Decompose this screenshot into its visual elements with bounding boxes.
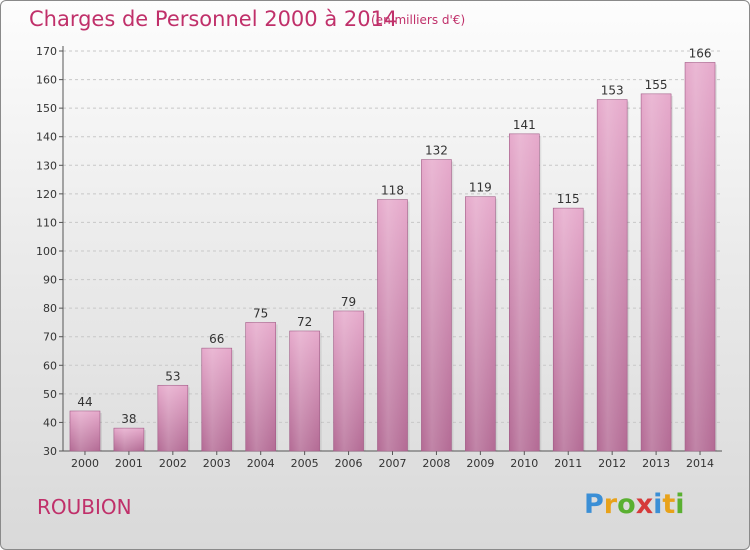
bar-highlight	[333, 311, 364, 451]
y-tick-label: 100	[36, 245, 57, 258]
value-labels: 44 38 53 66 75 72 79 118 132 119 141 115 153 155 166	[77, 46, 711, 426]
x-tick-label: 2007	[379, 457, 407, 470]
x-tick-label: 2000	[71, 457, 99, 470]
logo-letter: t	[662, 489, 676, 520]
y-tick-label: 30	[43, 445, 57, 458]
bar-highlight	[113, 428, 144, 451]
x-tick-label: 2006	[335, 457, 363, 470]
y-tick-label: 170	[36, 45, 57, 58]
bar-highlight	[685, 62, 716, 452]
x-tick-label: 2002	[159, 457, 187, 470]
data-label: 66	[209, 332, 224, 346]
data-label: 118	[381, 184, 404, 198]
y-tick-label: 90	[43, 274, 57, 287]
logo-letter: i	[675, 489, 685, 520]
bar-highlight	[377, 199, 408, 451]
data-label: 132	[425, 144, 448, 158]
data-label: 44	[77, 395, 92, 409]
data-label: 155	[645, 78, 668, 92]
bar-highlight	[157, 385, 188, 451]
x-tick-label: 2013	[642, 457, 670, 470]
data-label: 38	[121, 412, 136, 426]
y-tick-label: 120	[36, 188, 57, 201]
y-tick-label: 150	[36, 102, 57, 115]
x-tick-label: 2008	[422, 457, 450, 470]
y-tick-label: 110	[36, 216, 57, 229]
axes: 30 40 50 60 70 80 90 100 110 120 130 140 150 160 170 20…	[36, 45, 722, 470]
bars	[69, 62, 718, 452]
data-label: 153	[601, 84, 624, 98]
y-tick-label: 130	[36, 159, 57, 172]
x-tick-label: 2001	[115, 457, 143, 470]
x-tick-label: 2003	[203, 457, 231, 470]
x-tick-label: 2014	[686, 457, 714, 470]
data-label: 141	[513, 118, 536, 132]
data-label: 119	[469, 181, 492, 195]
bar-highlight	[509, 133, 540, 451]
y-tick-label: 140	[36, 131, 57, 144]
y-tick-label: 80	[43, 302, 57, 315]
data-label: 53	[165, 369, 180, 383]
x-tick-label: 2011	[554, 457, 582, 470]
bar-highlight	[597, 99, 628, 452]
logo-letter: x	[635, 489, 654, 520]
x-tick-label: 2005	[291, 457, 319, 470]
logo-letter: o	[617, 489, 636, 520]
y-tick-label: 40	[43, 416, 57, 429]
logo-letter: i	[653, 489, 663, 520]
bar-highlight	[245, 322, 276, 451]
data-label: 166	[689, 46, 712, 60]
y-tick-label: 60	[43, 359, 57, 372]
x-tick-label: 2012	[598, 457, 626, 470]
bar-highlight	[421, 159, 452, 452]
y-tick-label: 70	[43, 331, 57, 344]
commune-name: ROUBION	[37, 495, 132, 519]
logo-letter: r	[603, 489, 618, 520]
chart-subtitle: (en milliers d'€)	[371, 13, 466, 27]
data-label: 115	[557, 192, 580, 206]
bar-highlight	[641, 93, 672, 451]
y-tick-label: 160	[36, 74, 57, 87]
bar-highlight	[553, 208, 584, 451]
bar-highlight	[201, 348, 232, 451]
x-tick-label: 2010	[510, 457, 538, 470]
x-tick-label: 2004	[247, 457, 275, 470]
proxiti-logo: Proxiti	[584, 489, 685, 520]
chart-title: Charges de Personnel 2000 à 2014	[29, 7, 398, 31]
y-tick-label: 50	[43, 388, 57, 401]
data-label: 79	[341, 295, 356, 309]
bar-highlight	[289, 331, 320, 451]
data-label: 72	[297, 315, 312, 329]
bar-highlight	[69, 411, 100, 451]
x-tick-label: 2009	[466, 457, 494, 470]
logo-letter: P	[584, 489, 604, 520]
bar-highlight	[465, 196, 496, 451]
data-label: 75	[253, 306, 268, 320]
